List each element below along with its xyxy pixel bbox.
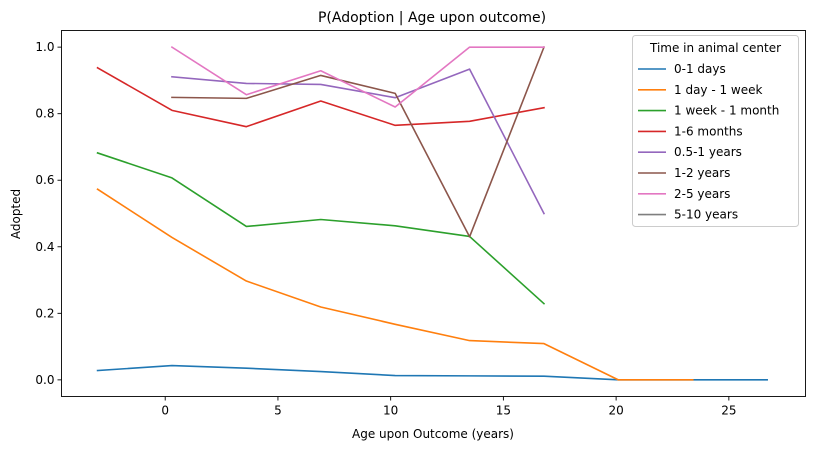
- legend-label-3: 1-6 months: [674, 124, 743, 138]
- x-tick-label: 10: [383, 404, 398, 418]
- y-tick-label: 0.0: [35, 373, 54, 387]
- x-tick-label: 15: [496, 404, 511, 418]
- y-tick-label: 0.6: [35, 173, 54, 187]
- x-axis-label: Age upon Outcome (years): [352, 427, 514, 441]
- legend-title: Time in animal center: [649, 41, 781, 55]
- x-tick-label: 0: [161, 404, 169, 418]
- legend-label-4: 0.5-1 years: [674, 145, 742, 159]
- y-axis-label: Adopted: [9, 189, 23, 239]
- y-tick-label: 1.0: [35, 40, 54, 54]
- legend-entries: 0-1 days 1 day - 1 week 1 week - 1 month 1-…: [638, 62, 779, 222]
- series-line-3: [96, 66, 545, 128]
- legend-label-0: 0-1 days: [674, 62, 726, 76]
- x-tick-label: 25: [721, 404, 736, 418]
- legend-label-2: 1 week - 1 month: [674, 104, 779, 118]
- series-line-1: [96, 188, 694, 381]
- legend-label-7: 5-10 years: [674, 208, 738, 222]
- chart-title: P(Adoption | Age upon outcome): [318, 10, 546, 26]
- x-ticks: 0 5 10 15 20 25: [161, 396, 736, 418]
- y-tick-label: 0.2: [35, 306, 54, 320]
- y-tick-label: 0.4: [35, 240, 54, 254]
- legend: Time in animal center 0-1 days 1 day - 1 …: [632, 35, 799, 227]
- legend-box: [632, 35, 799, 227]
- y-tick-label: 0.8: [35, 107, 54, 121]
- y-ticks: 0.0 0.2 0.4 0.6 0.8 1.0: [35, 40, 62, 387]
- series-line-4: [171, 68, 546, 215]
- legend-label-1: 1 day - 1 week: [674, 83, 763, 97]
- series-line-5: [171, 46, 546, 238]
- series-layer: [96, 46, 768, 381]
- series-line-2: [96, 151, 546, 305]
- plot-frame: [61, 30, 806, 397]
- legend-label-5: 1-2 years: [674, 166, 730, 180]
- series-line-0: [96, 364, 768, 381]
- legend-label-6: 2-5 years: [674, 187, 730, 201]
- x-tick-label: 20: [608, 404, 623, 418]
- series-line-6: [170, 46, 545, 108]
- x-tick-label: 5: [274, 404, 282, 418]
